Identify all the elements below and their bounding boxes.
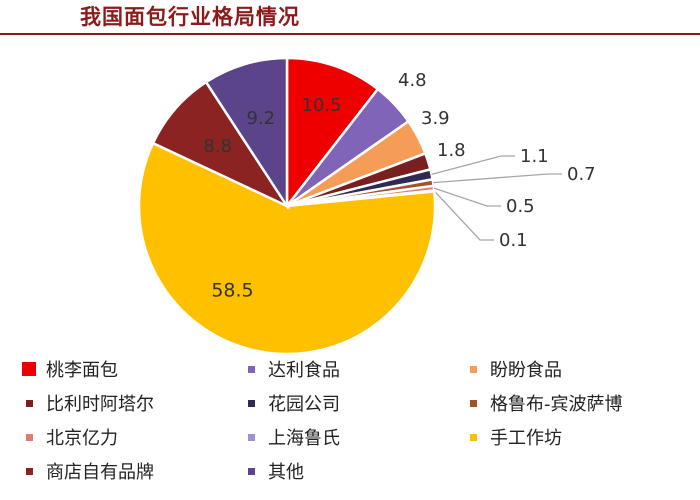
pie-chart: 10.5 4.8 3.9 1.8 1.1 0.7 0.5 0.1 58.5 8.8 9.2: [137, 56, 596, 356]
legend-item-handmade: 手工作坊: [466, 424, 562, 450]
legend-item-atar: 比利时阿塔尔: [22, 390, 154, 416]
legend-swatch: [470, 365, 477, 373]
legend-label: 桃李面包: [46, 360, 118, 381]
pie-slice-taoli: [285, 56, 380, 210]
data-label-beijing-yili: 0.5: [506, 196, 535, 217]
leader-line-shanghai-lu: [433, 190, 494, 241]
legend-label: 花园公司: [268, 394, 340, 415]
legend-swatch: [26, 399, 33, 407]
data-label-panpan: 3.9: [421, 108, 450, 129]
data-label-grupo-bimbo: 0.7: [567, 164, 596, 185]
pie-slice-other: [204, 56, 289, 211]
legend-item-beijing-yili: 北京亿力: [22, 424, 118, 450]
legend-swatch: [22, 362, 36, 376]
legend-label: 上海鲁氏: [268, 428, 340, 449]
legend-item-grupo-bimbo: 格鲁布-宾波萨博: [466, 390, 623, 416]
pie-slice-store-brand: [151, 80, 291, 210]
legend-item-taoli: 桃李面包: [22, 356, 118, 382]
data-label-atar: 1.8: [437, 140, 466, 161]
legend-item-other: 其他: [244, 458, 304, 484]
legend-label: 比利时阿塔尔: [46, 394, 154, 415]
data-label-shanghai-lu: 0.1: [499, 230, 528, 251]
chart-title: 我国面包行业格局情况: [80, 4, 300, 29]
legend-swatch: [248, 365, 255, 373]
legend-label: 商店自有品牌: [46, 462, 154, 483]
chart-legend: 桃李面包 达利食品 盼盼食品比利时阿塔尔 花园公司 格鲁布-宾波萨博北京亿力 上海鲁氏 手工…: [22, 356, 692, 496]
legend-label: 格鲁布-宾波萨博: [490, 394, 623, 415]
leader-line-beijing-yili: [433, 187, 501, 207]
legend-item-huayuan: 花园公司: [244, 390, 340, 416]
legend-item-store-brand: 商店自有品牌: [22, 458, 154, 484]
data-label-huayuan: 1.1: [520, 146, 549, 167]
legend-swatch: [26, 433, 33, 441]
legend-label: 其他: [268, 462, 304, 483]
legend-swatch: [470, 433, 477, 441]
data-label-taoli: 10.5: [302, 95, 342, 116]
legend-label: 达利食品: [268, 360, 340, 381]
legend-swatch: [26, 467, 33, 475]
legend-item-shanghai-lu: 上海鲁氏: [244, 424, 340, 450]
leader-line-huayuan: [431, 155, 515, 175]
legend-item-panpan: 盼盼食品: [466, 356, 562, 382]
leader-line-grupo-bimbo: [433, 173, 562, 184]
legend-label: 手工作坊: [490, 428, 562, 449]
legend-item-dali: 达利食品: [244, 356, 340, 382]
data-label-dali: 4.8: [398, 70, 427, 91]
title-divider: [0, 33, 700, 35]
legend-swatch: [248, 433, 255, 441]
legend-label: 北京亿力: [46, 428, 118, 449]
legend-swatch: [248, 467, 255, 475]
data-label-other: 9.2: [247, 108, 276, 129]
legend-swatch: [470, 399, 477, 407]
legend-swatch: [248, 399, 255, 407]
data-label-handmade: 58.5: [211, 280, 253, 302]
data-label-store-brand: 8.8: [203, 136, 232, 157]
legend-label: 盼盼食品: [490, 360, 562, 381]
pie-slice-handmade: [137, 141, 437, 356]
